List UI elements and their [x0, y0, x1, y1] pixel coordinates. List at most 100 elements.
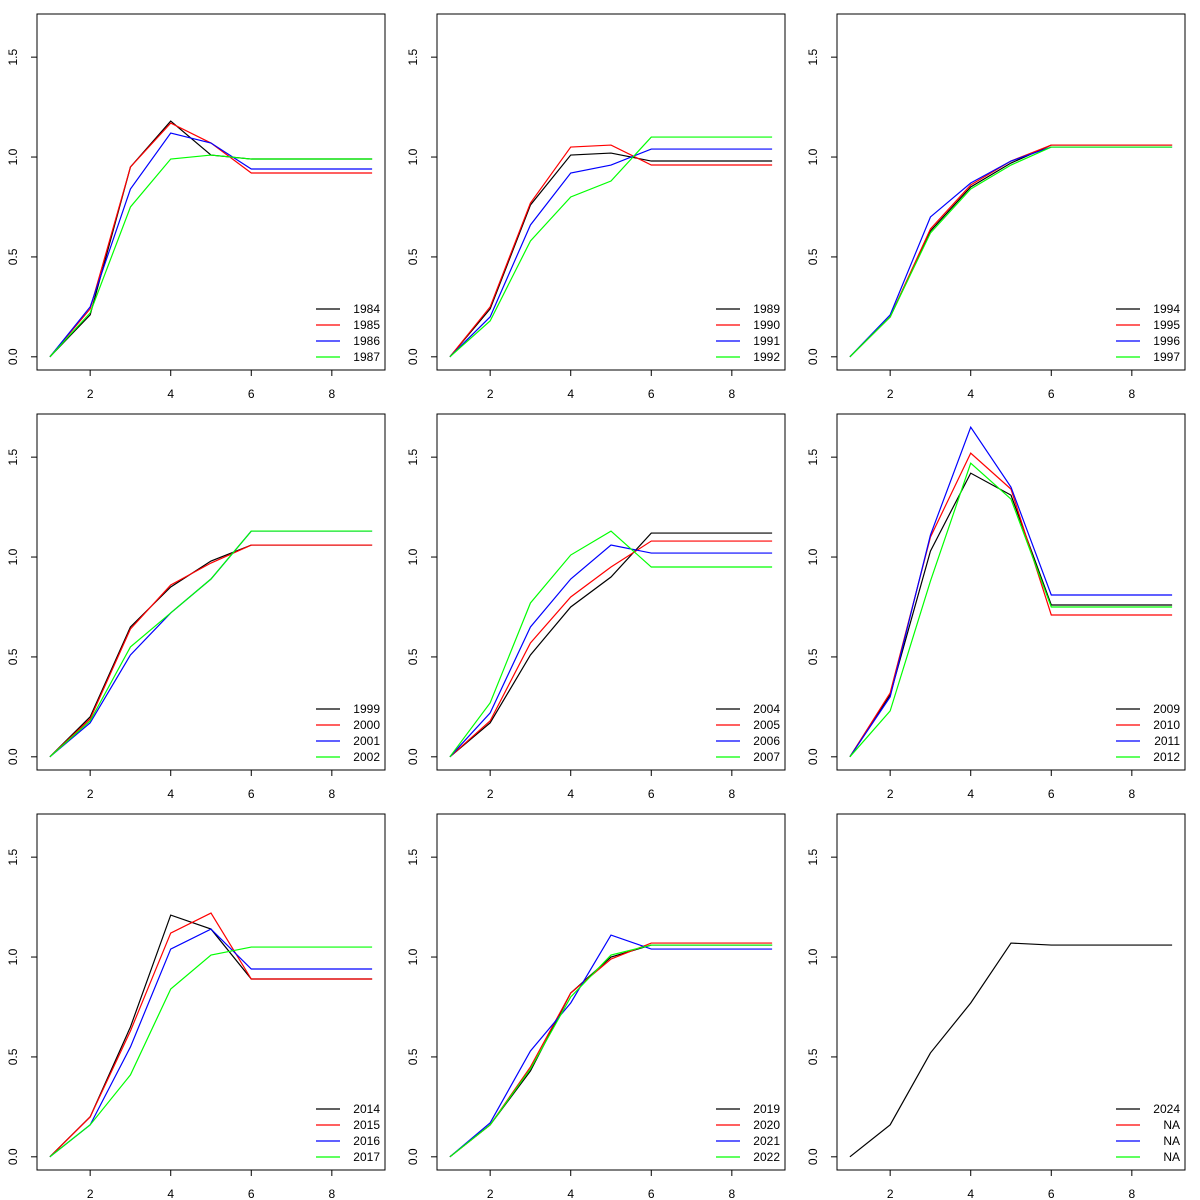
panel: 0.0 0.5 1.0 1.5 2 4 6 8 2014 2015 2016 2017 [6, 813, 386, 1200]
y-tick-label: 1.0 [806, 148, 820, 165]
legend-label: 2002 [353, 750, 380, 764]
legend-label: 2016 [353, 1134, 380, 1148]
y-tick-label: 1.5 [6, 448, 20, 465]
legend-label: 2021 [753, 1134, 780, 1148]
legend-label: 2006 [753, 734, 780, 748]
series-line [449, 934, 773, 1158]
y-tick-label: 1.0 [406, 548, 420, 565]
x-tick-label: 2 [87, 387, 94, 401]
panel: 0.0 0.5 1.0 1.5 2 4 6 8 1989 1990 1991 1992 [406, 13, 786, 401]
series-line [849, 462, 1173, 758]
y-tick-label: 1.0 [806, 548, 820, 565]
series-line [49, 122, 373, 358]
legend-label: 1986 [353, 334, 380, 348]
series-line [449, 544, 773, 758]
x-tick-label: 8 [1128, 1187, 1135, 1200]
y-tick-label: 1.5 [6, 848, 20, 865]
x-tick-label: 4 [567, 1187, 574, 1200]
series-line [49, 914, 373, 1158]
x-tick-label: 6 [1048, 787, 1055, 801]
legend-label: 1990 [753, 318, 780, 332]
y-tick-label: 0.0 [806, 1148, 820, 1165]
series-line [849, 425, 1173, 758]
plot-frame [36, 813, 386, 1171]
panel: 0.0 0.5 1.0 1.5 2 4 6 8 2019 2020 2021 2022 [406, 813, 786, 1200]
y-tick-label: 0.5 [6, 1048, 20, 1065]
legend-label: 2011 [1154, 734, 1180, 748]
legend-label: 1996 [1153, 334, 1180, 348]
plot-frame [36, 413, 386, 771]
x-tick-label: 4 [967, 387, 974, 401]
legend-label: 2004 [753, 702, 780, 716]
x-tick-label: 6 [248, 1187, 255, 1200]
y-tick-label: 1.5 [6, 48, 20, 65]
x-tick-label: 8 [1128, 387, 1135, 401]
x-tick-label: 6 [648, 387, 655, 401]
series-line [449, 148, 773, 358]
x-tick-label: 4 [567, 387, 574, 401]
legend-label: 2017 [353, 1150, 380, 1164]
y-tick-label: 0.0 [6, 1148, 20, 1165]
x-tick-label: 4 [167, 1187, 174, 1200]
y-tick-label: 0.0 [6, 748, 20, 765]
y-tick-label: 0.5 [406, 1048, 420, 1065]
y-tick-label: 1.5 [406, 448, 420, 465]
legend-label: 2022 [753, 1150, 780, 1164]
x-tick-label: 2 [487, 1187, 494, 1200]
y-tick-label: 1.0 [806, 948, 820, 965]
legend-label: 2012 [1153, 750, 1180, 764]
legend-label: 1992 [753, 350, 780, 364]
legend-label: 2009 [1153, 702, 1180, 716]
y-tick-label: 1.0 [406, 148, 420, 165]
x-tick-label: 2 [487, 387, 494, 401]
legend-label: NA [1163, 1150, 1180, 1164]
panel: 0.0 0.5 1.0 1.5 2 4 6 8 2004 2005 2006 2007 [406, 413, 786, 801]
series-line [849, 472, 1173, 758]
x-tick-label: 6 [248, 787, 255, 801]
x-tick-label: 6 [648, 1187, 655, 1200]
legend-label: 2015 [353, 1118, 380, 1132]
x-tick-label: 6 [648, 787, 655, 801]
series-line [49, 530, 373, 758]
x-tick-label: 4 [167, 387, 174, 401]
series-line [49, 154, 373, 358]
legend-label: 1997 [1153, 350, 1180, 364]
y-tick-label: 1.0 [6, 548, 20, 565]
series-line [449, 540, 773, 758]
legend-label: 2000 [353, 718, 380, 732]
series-line [49, 530, 373, 758]
legend-label: 2014 [353, 1102, 380, 1116]
x-tick-label: 2 [487, 787, 494, 801]
legend-label: 1995 [1153, 318, 1180, 332]
series-line [449, 530, 773, 758]
panel: 0.0 0.5 1.0 1.5 2 4 6 8 2009 2010 2011 2012 [806, 413, 1186, 801]
y-tick-label: 1.5 [806, 448, 820, 465]
y-tick-label: 0.5 [6, 648, 20, 665]
panel: 0.0 0.5 1.0 1.5 2 4 6 8 1999 2000 2001 2002 [6, 413, 386, 801]
x-tick-label: 2 [887, 787, 894, 801]
legend-label: 1989 [753, 302, 780, 316]
plot-frame [36, 13, 386, 371]
y-tick-label: 0.0 [406, 1148, 420, 1165]
y-tick-label: 0.0 [806, 348, 820, 365]
y-tick-label: 0.0 [406, 348, 420, 365]
legend-label: 1984 [353, 302, 380, 316]
panel: 0.0 0.5 1.0 1.5 2 4 6 8 1984 1985 1986 1987 [6, 13, 386, 401]
plot-frame [836, 813, 1186, 1171]
y-tick-label: 0.5 [806, 1048, 820, 1065]
x-tick-label: 8 [328, 387, 335, 401]
plot-frame [436, 813, 786, 1171]
legend-label: 1987 [353, 350, 380, 364]
legend-label: 1999 [353, 702, 380, 716]
x-tick-label: 2 [887, 387, 894, 401]
plot-frame [436, 413, 786, 771]
legend-label: 2024 [1153, 1102, 1180, 1116]
legend-label: NA [1163, 1118, 1180, 1132]
y-tick-label: 0.0 [806, 748, 820, 765]
x-tick-label: 6 [248, 387, 255, 401]
y-tick-label: 1.0 [6, 148, 20, 165]
series-line [49, 912, 373, 1158]
y-tick-label: 0.0 [406, 748, 420, 765]
x-tick-label: 2 [87, 787, 94, 801]
legend-label: 2005 [753, 718, 780, 732]
